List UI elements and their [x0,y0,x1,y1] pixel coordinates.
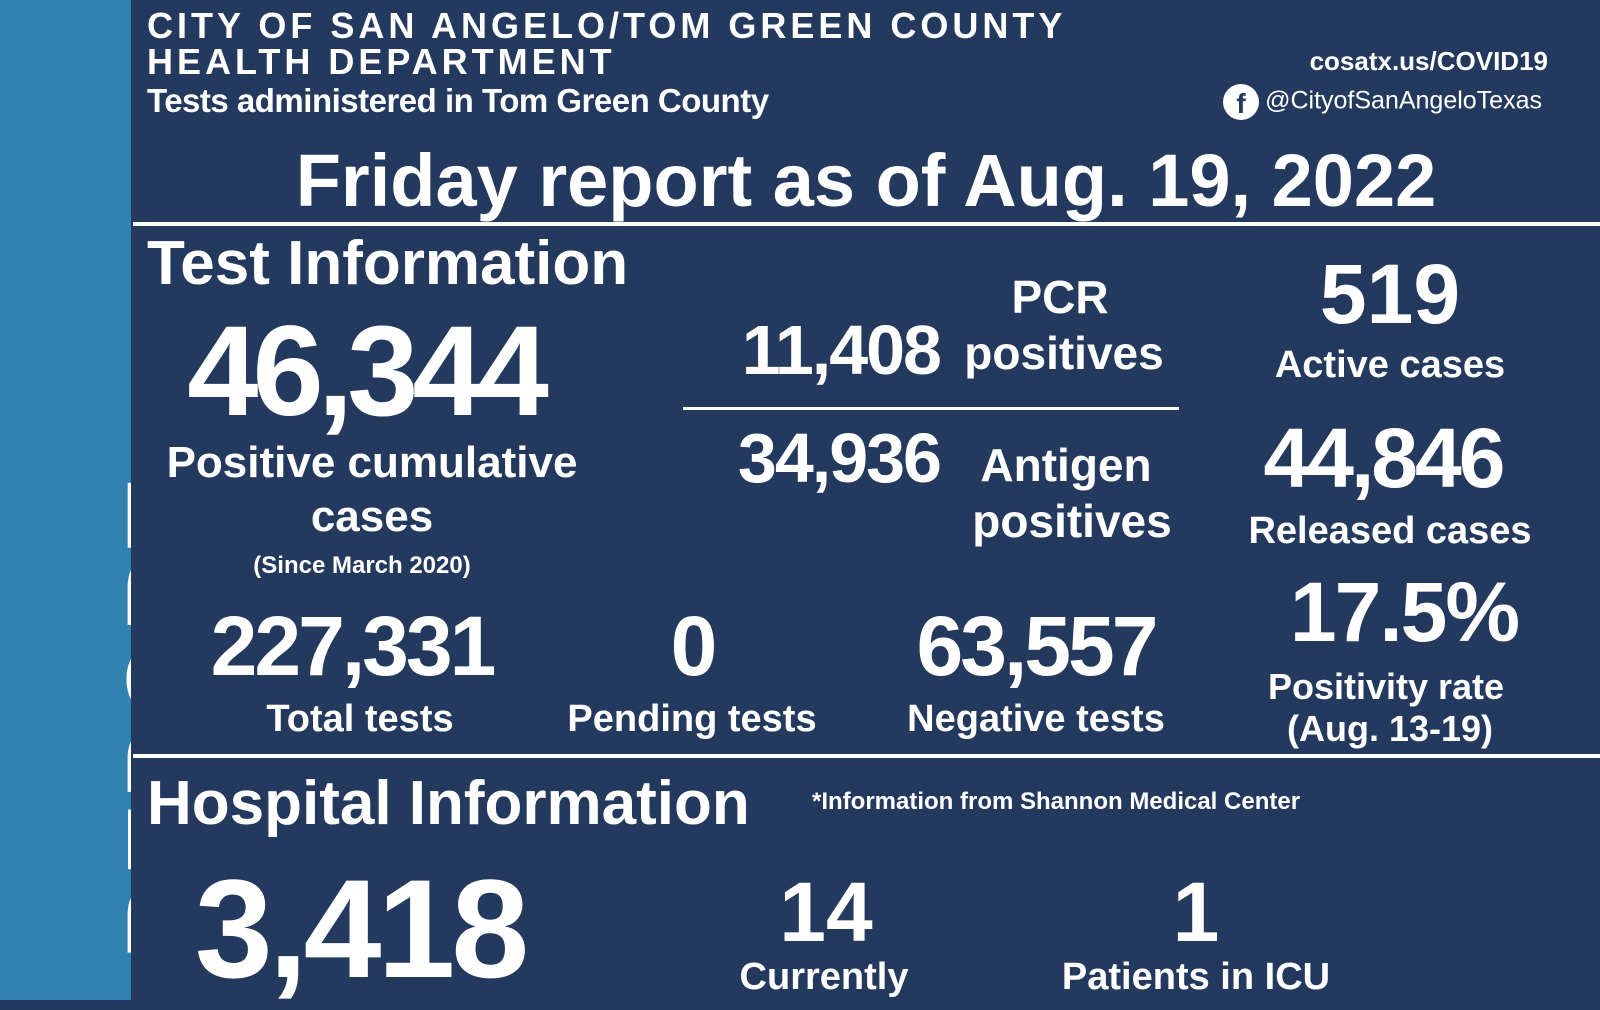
total-tests-label: Total tests [266,698,454,740]
total-tests-value: 227,331 [210,599,497,693]
hospital-stat3-value: 1 [1172,865,1220,959]
facebook-link[interactable]: f @CityofSanAngeloTexas [1223,84,1542,120]
positivity-label: Positivity rate [1267,666,1505,707]
pcr-value: 11,408 [741,311,942,389]
pcr-label: PCR [1011,271,1109,323]
hospital-source-note: *Information from Shannon Medical Center [812,788,1301,815]
hospital-stat2-value: 14 [779,865,873,959]
active-value: 519 [1319,247,1461,341]
report-title: Friday report as of Aug. 19, 2022 [295,139,1437,222]
fraction-line [683,407,1179,410]
website-link[interactable]: cosatx.us/COVID19 [1309,46,1548,76]
active-label: Active cases [1274,344,1506,386]
positivity-period: (Aug. 13-19) [1286,708,1494,749]
org-name-line2: HEALTH DEPARTMENT [147,41,616,82]
divider [133,222,1600,226]
hospital-info-heading: Hospital Information [147,769,750,838]
pcr-label2: positives [964,327,1164,379]
hospital-stat2-label: Currently [739,956,909,998]
antigen-value: 34,936 [737,419,942,497]
hospital-stat1-value: 3,418 [194,850,529,1007]
sidebar-banner: REPORT [0,0,131,1000]
released-value: 44,846 [1263,411,1506,505]
sidebar-label: REPORT [105,477,131,960]
pending-tests-value: 0 [670,599,718,693]
facebook-handle: @CityofSanAngeloTexas [1265,86,1542,115]
org-name-line1: CITY OF SAN ANGELO/TOM GREEN COUNTY [147,5,1067,46]
antigen-label: Antigen [980,439,1152,491]
divider [133,754,1600,758]
negative-tests-label: Negative tests [907,698,1165,740]
subtitle: Tests administered in Tom Green County [147,82,769,119]
positive-cumulative-value: 46,344 [187,300,548,443]
antigen-label2: positives [972,495,1172,547]
since-note: (Since March 2020) [253,552,471,579]
facebook-icon: f [1223,84,1260,120]
negative-tests-value: 63,557 [916,599,1159,693]
hospital-stat3-label: Patients in ICU [1061,956,1331,998]
released-label: Released cases [1248,510,1532,552]
positive-cumulative-label2: cases [310,492,434,541]
pending-tests-label: Pending tests [567,698,817,740]
positive-cumulative-label: Positive cumulative [166,438,578,487]
positivity-value: 17.5% [1289,565,1520,659]
test-info-heading: Test Information [147,229,629,298]
